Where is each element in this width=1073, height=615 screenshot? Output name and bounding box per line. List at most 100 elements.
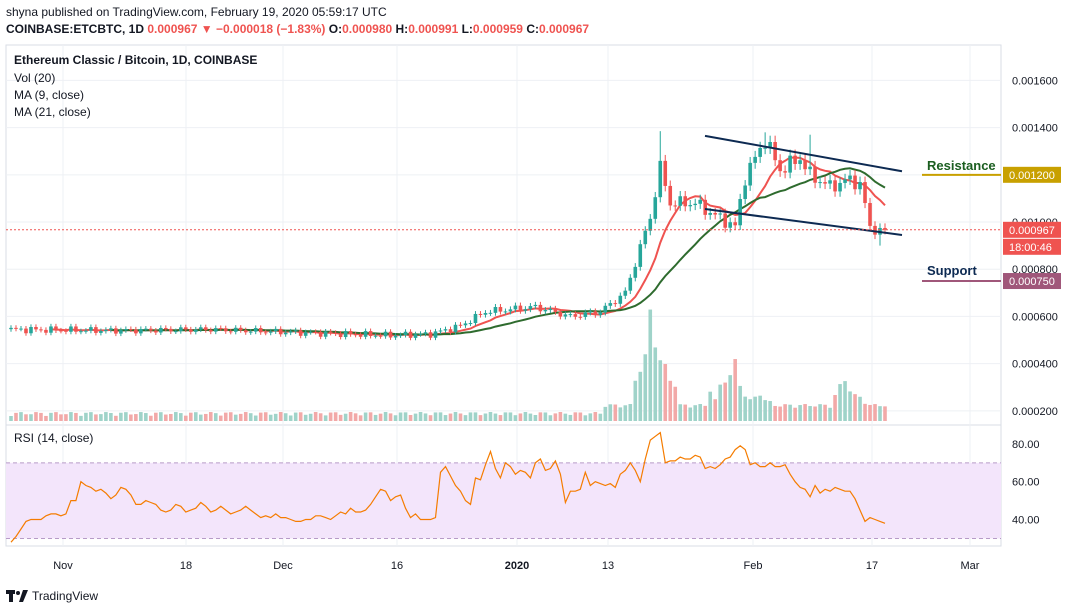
volume-bar-112	[568, 414, 573, 421]
high-label: H:	[395, 22, 409, 36]
volume-bar-98	[498, 415, 503, 421]
high-value: 0.000991	[408, 22, 459, 36]
candle-body-56	[288, 331, 293, 333]
volume-bar-17	[94, 414, 98, 421]
candle-body-150	[758, 147, 762, 157]
support-label: Support	[927, 263, 977, 278]
candle-body-106	[538, 304, 543, 312]
volume-bar-49	[253, 415, 258, 421]
volume-bar-57	[293, 412, 298, 421]
candle-body-148	[748, 162, 752, 186]
candles	[9, 131, 887, 341]
candle-body-1	[14, 327, 18, 329]
time-tick-0: Nov	[53, 560, 73, 572]
candle-body-22	[119, 330, 123, 334]
candle-body-89	[453, 324, 458, 333]
volume-bar-107	[543, 412, 548, 421]
candle-body-121	[613, 303, 618, 305]
volume-bar-54	[278, 412, 283, 421]
countdown-tag: 18:00:46	[1009, 242, 1052, 254]
candle-body-70	[358, 334, 363, 337]
candle-body-44	[228, 331, 233, 333]
volume-bar-64	[328, 412, 333, 421]
candle-body-131	[663, 160, 668, 186]
trendlines[interactable]	[704, 134, 903, 236]
volume-bar-74	[378, 413, 383, 421]
volume-bar-109	[553, 413, 558, 421]
candle-body-53	[273, 328, 278, 332]
candle-body-147	[743, 185, 747, 200]
volume-bar-130	[658, 360, 663, 421]
candle-body-101	[513, 305, 518, 310]
trendline-lower	[704, 208, 903, 236]
candle-body-145	[733, 222, 737, 226]
candle-body-77	[393, 335, 398, 338]
volume-bar-45	[233, 414, 238, 421]
volume-bar-44	[228, 412, 233, 421]
legend-ma21: MA (21, close)	[14, 105, 91, 119]
candle-body-12	[69, 326, 73, 332]
candle-body-109	[553, 308, 558, 312]
volume-bar-6	[39, 412, 43, 421]
candle-body-134	[678, 196, 683, 206]
candle-body-47	[243, 330, 248, 333]
volume-bar-87	[443, 415, 448, 421]
candle-body-55	[283, 332, 288, 335]
volume-bar-95	[483, 413, 488, 421]
volume-bar-0	[9, 416, 13, 421]
candle-body-159	[803, 160, 807, 170]
volume-bar-117	[593, 412, 598, 421]
volume-bar-114	[578, 412, 583, 421]
volume-bar-127	[643, 354, 648, 421]
candle-body-71	[363, 331, 368, 337]
trendline-upper	[704, 134, 903, 173]
candle-body-94	[478, 313, 483, 315]
candle-body-5	[34, 326, 38, 330]
volume-bar-155	[783, 404, 787, 421]
candle-body-14	[79, 331, 83, 333]
volume-bar-149	[753, 396, 757, 421]
candle-body-57	[293, 330, 298, 332]
candle-body-128	[648, 218, 653, 231]
candle-body-141	[713, 212, 717, 215]
volume-bar-34	[179, 413, 183, 421]
volume-bar-61	[313, 412, 318, 421]
volume-bar-138	[698, 404, 703, 421]
volume-bar-115	[583, 415, 588, 421]
volume-bar-35	[184, 415, 188, 421]
volume-bar-40	[208, 412, 213, 421]
candle-body-68	[348, 331, 353, 335]
volume-bar-26	[139, 412, 143, 421]
volume-bar-28	[149, 415, 153, 421]
candle-body-62	[318, 331, 323, 337]
volume-bar-23	[124, 412, 128, 421]
candle-body-11	[64, 330, 68, 332]
volume-bar-36	[188, 412, 193, 421]
candle-body-91	[463, 323, 468, 326]
volume-bar-88	[448, 413, 453, 421]
candle-body-81	[413, 334, 418, 338]
candle-body-28	[149, 328, 153, 331]
volume-bar-75	[383, 412, 388, 421]
candle-body-52	[268, 331, 273, 333]
volume-bar-19	[104, 412, 108, 421]
candle-body-156	[788, 155, 792, 173]
price-tick-7: 0.000200	[1012, 406, 1058, 418]
candle-body-171	[863, 182, 867, 204]
volume-bar-92	[468, 412, 473, 421]
volume-bar-139	[703, 405, 708, 421]
candle-body-24	[129, 329, 133, 331]
candle-body-103	[523, 309, 528, 311]
low-value: 0.000959	[472, 22, 523, 36]
volume-bar-172	[868, 404, 872, 421]
levels: Resistance Support	[6, 158, 1001, 283]
candle-body-88	[448, 329, 453, 333]
candle-body-45	[233, 327, 238, 332]
volume-bar-166	[838, 384, 842, 421]
volume-bar-8	[49, 412, 53, 421]
candle-body-143	[723, 213, 727, 228]
candle-body-67	[343, 331, 348, 338]
candle-body-34	[179, 327, 183, 332]
candle-body-130	[658, 160, 663, 198]
